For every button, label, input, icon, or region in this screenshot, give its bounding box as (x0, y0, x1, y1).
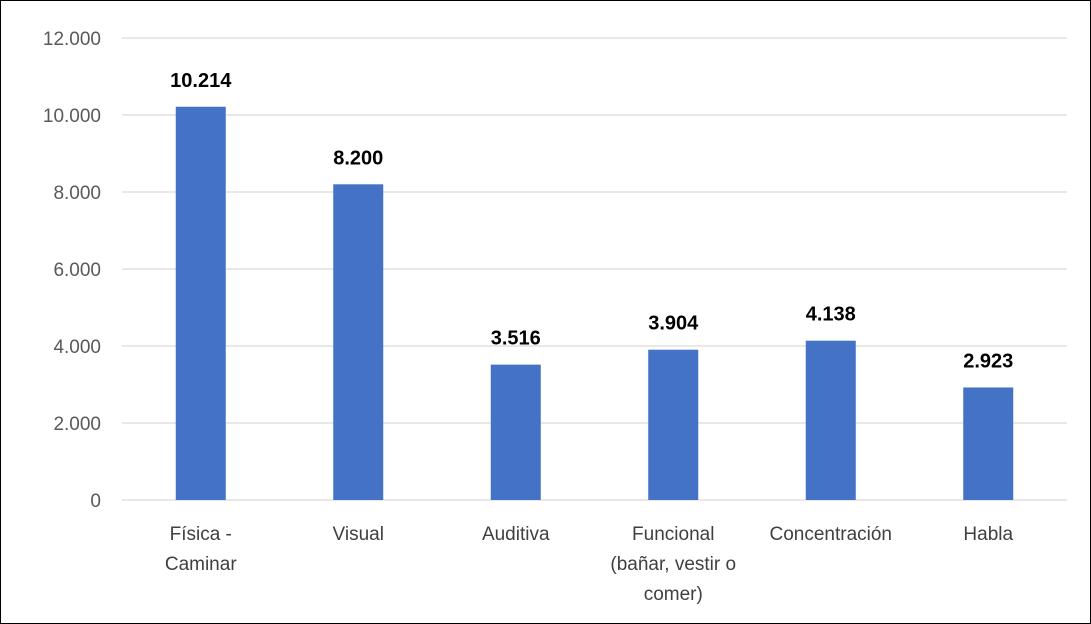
category-label: Física - (170, 524, 232, 545)
category-label: Concentración (769, 524, 892, 545)
category-label: Habla (963, 524, 1013, 545)
data-label: 2.923 (963, 350, 1013, 372)
data-label: 4.138 (806, 304, 856, 326)
data-label: 8.200 (333, 147, 383, 169)
bar (805, 340, 856, 500)
data-label: 3.516 (491, 328, 541, 350)
category-label: (bañar, vestir o (610, 554, 736, 575)
y-tick-label: 12.000 (43, 29, 101, 50)
category-label: Funcional (632, 524, 714, 545)
bar (175, 106, 226, 501)
y-tick-label: 0 (90, 491, 101, 512)
bar (963, 387, 1014, 500)
bar (490, 364, 541, 500)
category-label: comer) (644, 584, 703, 605)
y-tick-label: 8.000 (53, 183, 101, 204)
y-tick-label: 6.000 (53, 260, 101, 281)
category-label: Visual (333, 524, 384, 545)
data-label: 10.214 (170, 70, 232, 92)
category-labels: Física - Caminar Visual Auditiva Funcional (b… (165, 524, 1014, 605)
bar (648, 349, 699, 500)
bars (175, 106, 1014, 501)
y-tick-label: 4.000 (53, 337, 101, 358)
bar (333, 184, 384, 501)
y-axis-tick-labels: 0 2.000 4.000 6.000 8.000 10.000 12.000 (43, 29, 101, 512)
data-label: 3.904 (648, 313, 699, 335)
data-labels: 10.214 8.200 3.516 3.904 4.138 2.923 (170, 70, 1013, 373)
gridlines (122, 37, 1067, 501)
category-label: Caminar (165, 554, 237, 575)
category-label: Auditiva (482, 524, 550, 545)
y-tick-label: 10.000 (43, 106, 101, 127)
y-tick-label: 2.000 (53, 414, 101, 435)
